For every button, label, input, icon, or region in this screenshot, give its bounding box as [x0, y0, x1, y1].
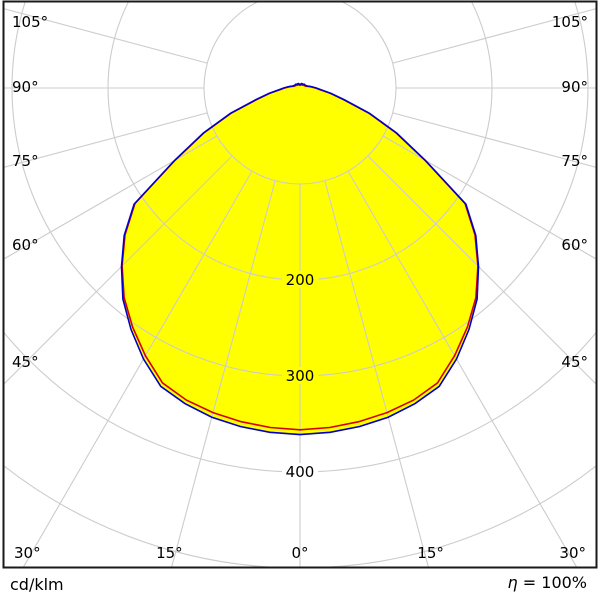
unit-label: cd/klm [10, 575, 64, 594]
grid-ray [367, 155, 597, 386]
radial-tick-label: 300 [286, 367, 315, 385]
grid-ray [3, 135, 218, 260]
grid-ray [3, 7, 208, 64]
angle-tick-label: 90° [561, 78, 588, 96]
angle-tick-label: 60° [12, 236, 39, 254]
grid-ray [392, 7, 597, 64]
grid-ray [324, 180, 430, 568]
angle-tick-label: 45° [12, 353, 39, 371]
grid-ray [347, 170, 578, 568]
angle-tick-label: 90° [12, 78, 39, 96]
angle-tick-label: 15° [156, 544, 183, 562]
angle-tick-label: 105° [12, 13, 48, 31]
angle-tick-label: 30° [14, 544, 41, 562]
intensity-curve-c90-c270 [120, 82, 480, 436]
radial-tick-label: 200 [286, 271, 315, 289]
grid-ray [3, 112, 208, 169]
angle-tick-label: 60° [561, 236, 588, 254]
radial-label-mask [282, 271, 318, 288]
grid-ray [22, 170, 253, 568]
angle-tick-label: 0° [291, 544, 308, 562]
radial-tick-label: 400 [286, 463, 315, 481]
eta-symbol: η [507, 573, 518, 592]
grid-ray [392, 112, 597, 169]
angle-tick-label: 75° [12, 152, 39, 170]
angle-tick-label: 45° [561, 353, 588, 371]
radial-label-mask [282, 367, 318, 384]
efficiency-value: = 100% [522, 573, 587, 592]
angle-tick-label: 105° [552, 13, 588, 31]
grid-ray [382, 135, 597, 260]
grid-ray [170, 180, 276, 568]
angle-tick-label: 30° [559, 544, 586, 562]
radial-label-mask [282, 463, 318, 480]
angle-tick-label: 75° [561, 152, 588, 170]
efficiency-label: η = 100% [508, 573, 587, 592]
grid-ray [3, 155, 233, 386]
angle-tick-label: 15° [417, 544, 444, 562]
plot-frame [2, 0, 598, 569]
